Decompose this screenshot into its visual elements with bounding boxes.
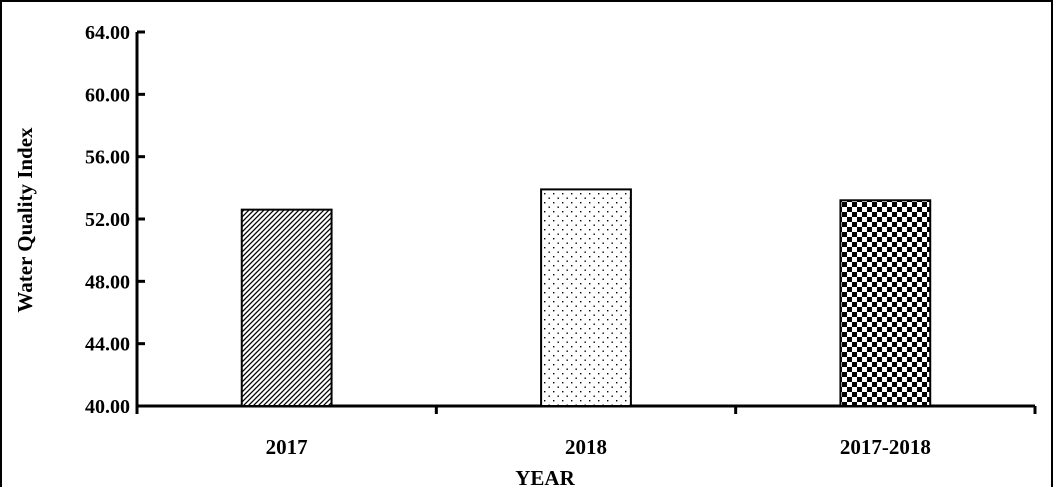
x-axis [135,404,1037,414]
category-labels: 2017 2018 2017-2018 [266,435,931,459]
category-label: 2017 [266,435,308,459]
y-tick-label: 44.00 [85,334,130,356]
bar-2018 [540,188,632,407]
bars [240,188,932,407]
y-tick-label: 40.00 [85,396,130,418]
y-tick-label: 56.00 [85,147,130,169]
y-tick-label: 60.00 [85,84,130,106]
y-tick-label: 52.00 [85,209,130,231]
y-axis: 40.00 44.00 48.00 52.00 56.00 60.00 64.00 [85,22,145,418]
bar-2017-2018 [839,199,932,407]
x-axis-title: YEAR [515,466,575,489]
y-axis-title: Water Quality Index [13,127,37,313]
category-label: 2018 [565,435,607,459]
y-tick-label: 48.00 [85,271,130,293]
y-tick-label: 64.00 [85,22,130,44]
category-label: 2017-2018 [840,435,931,459]
bar-2017 [240,208,333,407]
